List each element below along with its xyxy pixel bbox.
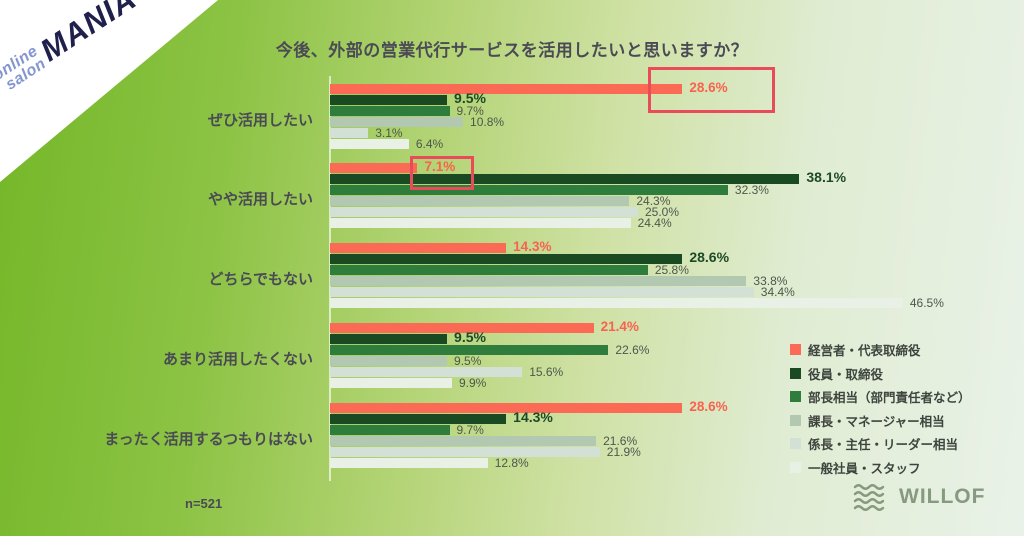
legend-swatch-icon	[790, 438, 801, 449]
legend-label: 課長・マネージャー相当	[808, 414, 945, 429]
legend-swatch-icon	[790, 367, 801, 379]
value-label: 46.5%	[909, 296, 944, 310]
bar	[330, 174, 800, 184]
category-label: あまり活用したくない	[162, 351, 313, 368]
legend-item: 課長・マネージャー相当	[790, 411, 945, 430]
bar	[330, 287, 754, 297]
bar	[330, 265, 648, 275]
corner-logo-background: online salon MANIA	[0, 0, 218, 182]
bar	[330, 436, 597, 446]
bar	[330, 323, 594, 333]
legend-label: 係長・主任・リーダー相当	[808, 438, 959, 452]
value-label: 3.1%	[375, 126, 403, 140]
bar	[330, 414, 507, 424]
category-label: どちらでもない	[208, 271, 313, 288]
value-label: 9.5%	[454, 90, 486, 106]
bar	[330, 403, 683, 413]
value-label: 28.6%	[689, 399, 728, 414]
legend-swatch-icon	[790, 344, 801, 355]
bar	[330, 117, 464, 127]
legend-item: 係長・主任・リーダー相当	[790, 434, 958, 453]
category-label: やや活用したい	[207, 191, 313, 208]
value-label: 21.9%	[606, 445, 641, 459]
value-label: 7.1%	[424, 159, 456, 174]
bar	[330, 218, 631, 228]
legend-item: 一般社員・スタッフ	[790, 458, 921, 477]
value-label: 32.3%	[734, 183, 769, 197]
legend-item: 部長相当（部門責任者など）	[790, 387, 971, 406]
value-label: 38.1%	[806, 169, 847, 185]
willof-brand-name: WILLOF	[899, 485, 986, 508]
value-label: 14.3%	[513, 409, 553, 425]
legend-label: 部長相当（部門責任者など）	[808, 391, 971, 405]
bar	[330, 185, 728, 195]
bar	[330, 425, 450, 435]
value-label: 21.6%	[603, 434, 638, 448]
willof-brand: WILLOF	[853, 483, 985, 511]
value-label: 14.3%	[513, 239, 552, 254]
value-label: 9.7%	[456, 104, 484, 118]
category-label: ぜひ活用したい	[207, 112, 313, 129]
value-label: 28.6%	[689, 249, 730, 265]
legend-swatch-icon	[790, 414, 801, 426]
legend-swatch-icon	[790, 391, 801, 402]
bar	[330, 196, 630, 206]
bar	[330, 378, 452, 388]
bar	[330, 298, 903, 308]
value-label: 12.8%	[494, 456, 529, 470]
value-label: 15.6%	[529, 365, 564, 379]
category-label: まったく活用するつもりはない	[104, 431, 313, 448]
value-label: 9.7%	[456, 423, 484, 437]
chart-title: 今後、外部の営業代行サービスを活用したいと思いますか？	[275, 41, 749, 60]
bar	[330, 367, 523, 377]
value-label: 34.4%	[760, 285, 795, 299]
bar	[330, 458, 488, 468]
value-label: 24.4%	[637, 216, 672, 230]
bar	[330, 447, 600, 457]
bar	[330, 139, 409, 149]
value-label: 25.8%	[654, 263, 689, 277]
value-label: 22.6%	[615, 343, 650, 357]
highlight-annotation-box	[648, 67, 775, 113]
bar	[330, 128, 369, 138]
value-label: 9.5%	[454, 329, 486, 345]
value-label: 33.8%	[753, 274, 788, 288]
highlight-annotation-box	[410, 156, 474, 190]
bar	[330, 345, 609, 355]
value-label: 9.9%	[458, 376, 487, 390]
value-label: 25.0%	[645, 205, 680, 219]
bar	[330, 84, 683, 94]
bar	[330, 207, 638, 217]
legend-label: 経営者・代表取締役	[808, 344, 921, 358]
legend-label: 役員・取締役	[808, 367, 884, 382]
value-label: 24.3%	[636, 194, 671, 208]
value-label: 6.4%	[415, 137, 444, 151]
value-label: 9.5%	[454, 354, 482, 368]
sample-size-label: n=521	[185, 496, 223, 511]
bar	[330, 254, 683, 264]
value-label: 21.4%	[600, 319, 639, 334]
bar	[330, 106, 450, 116]
value-label: 10.8%	[470, 115, 505, 129]
bar	[330, 95, 448, 105]
bar	[330, 276, 747, 286]
legend-label: 一般社員・スタッフ	[808, 461, 921, 476]
legend-item: 経営者・代表取締役	[790, 340, 921, 359]
bar	[330, 163, 418, 173]
legend-swatch-icon	[790, 461, 801, 473]
value-label: 28.6%	[689, 80, 728, 95]
legend-item: 役員・取締役	[790, 364, 883, 383]
bar	[330, 356, 448, 366]
willof-waves-icon	[853, 484, 885, 511]
bar	[330, 334, 448, 344]
bar	[330, 243, 507, 253]
